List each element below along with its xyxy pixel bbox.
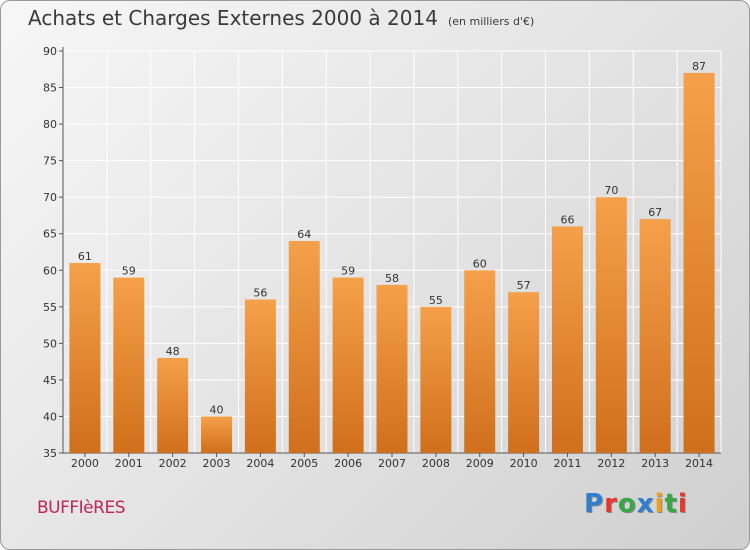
x-tick-label-2008: 2008 bbox=[422, 457, 450, 470]
bar-2007[interactable] bbox=[376, 284, 408, 453]
y-tick-label: 60 bbox=[43, 264, 57, 277]
bar-2010[interactable] bbox=[508, 292, 540, 453]
logo-letter: P bbox=[584, 489, 605, 519]
x-tick-label-2001: 2001 bbox=[115, 457, 143, 470]
bar-2001[interactable] bbox=[113, 277, 145, 453]
logo-letter: x bbox=[636, 489, 655, 519]
bar-2011[interactable] bbox=[551, 226, 583, 453]
data-label-2014: 87 bbox=[692, 60, 706, 73]
bar-2000[interactable] bbox=[69, 262, 101, 453]
x-tick-label-2000: 2000 bbox=[71, 457, 99, 470]
data-label-2011: 66 bbox=[560, 213, 574, 226]
logo-letter: t bbox=[664, 489, 678, 519]
bar-2012[interactable] bbox=[595, 197, 627, 453]
bar-2013[interactable] bbox=[639, 219, 671, 453]
chart-unit: (en milliers d'€) bbox=[447, 15, 535, 28]
x-axis-ticks: 2000 2001 2002 2003 2004 2005 2006 2007 2008 2009… bbox=[71, 453, 713, 470]
logo-letter: o bbox=[617, 489, 637, 519]
data-label-2007: 58 bbox=[385, 272, 399, 285]
x-tick-label-2004: 2004 bbox=[246, 457, 274, 470]
y-tick-label: 90 bbox=[43, 45, 57, 58]
y-tick-label: 80 bbox=[43, 118, 57, 131]
commune-name: BUFFIèRES bbox=[37, 498, 125, 518]
y-tick-label: 50 bbox=[43, 337, 57, 350]
x-tick-label-2007: 2007 bbox=[378, 457, 406, 470]
x-tick-label-2003: 2003 bbox=[203, 457, 231, 470]
data-label-2013: 67 bbox=[648, 206, 662, 219]
x-tick-label-2005: 2005 bbox=[290, 457, 318, 470]
chart-title: Achats et Charges Externes 2000 à 2014 (e… bbox=[28, 6, 534, 30]
data-label-2010: 57 bbox=[517, 279, 531, 292]
y-tick-label: 70 bbox=[43, 191, 57, 204]
proxiti-logo[interactable]: Proxiti bbox=[584, 489, 688, 519]
data-label-2001: 59 bbox=[122, 265, 136, 278]
data-label-2009: 60 bbox=[473, 257, 487, 270]
logo-letter: r bbox=[604, 489, 618, 519]
data-label-2000: 61 bbox=[78, 250, 92, 263]
x-tick-label-2010: 2010 bbox=[510, 457, 538, 470]
y-tick-label: 55 bbox=[43, 301, 57, 314]
bar-2003[interactable] bbox=[201, 416, 233, 453]
bar-2009[interactable] bbox=[464, 270, 496, 453]
data-label-2003: 40 bbox=[210, 403, 224, 416]
x-tick-label-2011: 2011 bbox=[553, 457, 581, 470]
y-tick-label: 65 bbox=[43, 228, 57, 241]
y-tick-label: 85 bbox=[43, 82, 57, 95]
bars bbox=[69, 72, 715, 453]
bar-2005[interactable] bbox=[288, 241, 320, 453]
x-tick-label-2014: 2014 bbox=[685, 457, 713, 470]
data-label-2004: 56 bbox=[253, 287, 267, 300]
logo-letter: i bbox=[677, 489, 688, 519]
data-label-2008: 55 bbox=[429, 294, 443, 307]
chart-title-text: Achats et Charges Externes 2000 à 2014 bbox=[28, 6, 438, 30]
x-tick-label-2009: 2009 bbox=[466, 457, 494, 470]
bar-2004[interactable] bbox=[244, 299, 276, 453]
bar-2014[interactable] bbox=[683, 72, 715, 453]
bar-2008[interactable] bbox=[420, 306, 452, 453]
y-tick-label: 45 bbox=[43, 374, 57, 387]
data-label-2012: 70 bbox=[604, 184, 618, 197]
data-label-2006: 59 bbox=[341, 265, 355, 278]
x-tick-label-2013: 2013 bbox=[641, 457, 669, 470]
data-labels: 61 59 48 40 56 64 59 58 55 60 57 66 70 67 87 bbox=[78, 60, 706, 417]
bar-2002[interactable] bbox=[157, 357, 189, 453]
y-tick-label: 40 bbox=[43, 410, 57, 423]
data-label-2005: 64 bbox=[297, 228, 311, 241]
x-tick-label-2002: 2002 bbox=[159, 457, 187, 470]
data-label-2002: 48 bbox=[166, 345, 180, 358]
y-axis-ticks: 35 40 45 50 55 60 65 70 75 80 85 90 bbox=[43, 45, 63, 460]
y-tick-label: 35 bbox=[43, 447, 57, 460]
x-tick-label-2012: 2012 bbox=[597, 457, 625, 470]
y-tick-label: 75 bbox=[43, 155, 57, 168]
bar-2006[interactable] bbox=[332, 277, 364, 453]
logo-letter: i bbox=[654, 489, 665, 519]
x-tick-label-2006: 2006 bbox=[334, 457, 362, 470]
